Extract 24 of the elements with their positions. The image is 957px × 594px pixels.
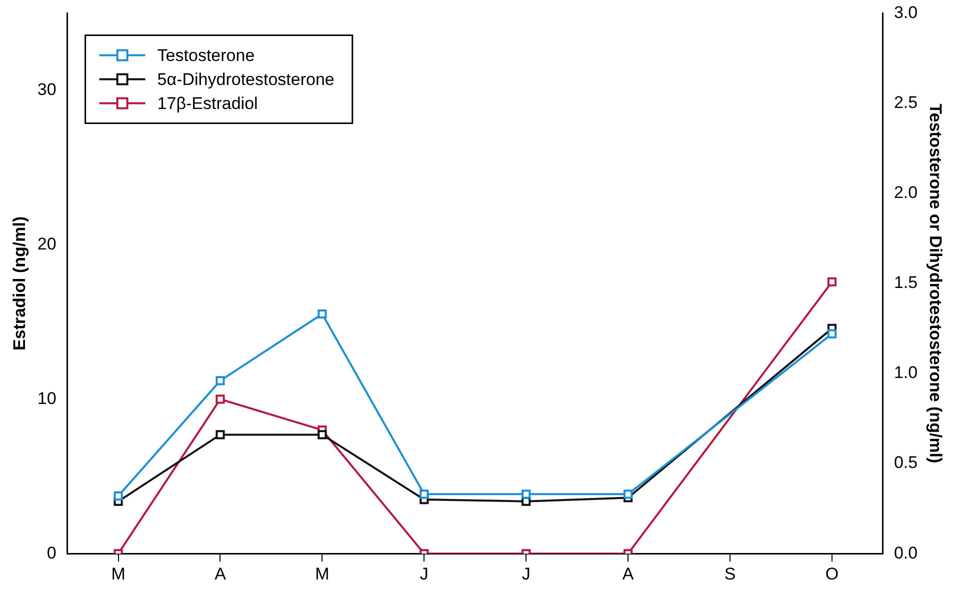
y-tick-label: 20: [37, 234, 56, 254]
x-tick-label: A: [214, 564, 227, 584]
y2-tick-label: 1.5: [894, 273, 918, 292]
legend-label: Testosterone: [157, 46, 255, 65]
y2-tick-label: 2.5: [894, 92, 918, 112]
y2-tick-label: 3.0: [894, 2, 918, 22]
y2-tick-label: 0.5: [894, 453, 918, 472]
y2-tick-label: 1.0: [894, 363, 918, 382]
legend-label: 17β-Estradiol: [157, 94, 258, 113]
legend-label: 5α-Dihydrotestosterone: [157, 70, 334, 89]
y2-tick-label: 0.0: [894, 543, 918, 562]
x-tick-label: A: [622, 564, 634, 584]
x-tick-label: M: [111, 564, 126, 584]
y-tick-label: 10: [37, 388, 56, 408]
y2-axis-title: Testosterone or Dihydrotestosterone (ng/ml): [926, 104, 946, 464]
y-tick-label: 0: [46, 543, 56, 562]
x-tick-label: S: [724, 564, 736, 584]
x-tick-label: J: [522, 564, 530, 584]
y-axis-title: Estradiol (ng/ml): [10, 216, 29, 350]
y-tick-label: 30: [37, 80, 56, 100]
x-tick-label: M: [315, 564, 330, 584]
x-tick-label: O: [825, 564, 839, 584]
x-tick-label: J: [420, 564, 428, 584]
y2-tick-label: 2.0: [894, 183, 918, 202]
